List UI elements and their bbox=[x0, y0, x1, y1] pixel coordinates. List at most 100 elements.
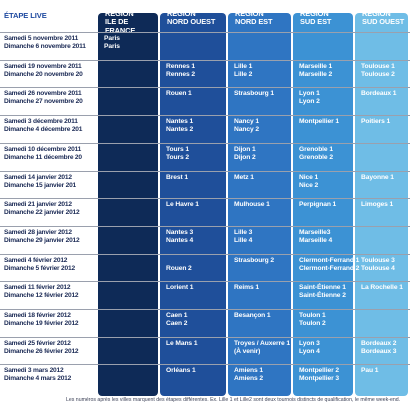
venue-line: Nancy 1 bbox=[234, 118, 259, 126]
region-header-line2: NORD EST bbox=[235, 17, 273, 27]
region-header-nord-est: RÉGION NORD EST bbox=[235, 9, 288, 34]
date-sunday: Dimanche 4 décembre 201 bbox=[4, 126, 83, 134]
venue-cell-nord-ouest: Rouen 1 bbox=[166, 90, 192, 106]
date-saturday: Samedi 3 mars 2012 bbox=[4, 367, 64, 375]
venue-line: Nancy 2 bbox=[234, 126, 259, 134]
footnote: Les numéros après les villes marquent de… bbox=[66, 397, 401, 403]
region-header-ile-de-france: RÉGION ILE DE FRANCE bbox=[105, 9, 155, 35]
venue-cell-nord-ouest: Tours 1 Tours 2 bbox=[166, 146, 189, 162]
venue-line bbox=[166, 375, 196, 383]
venue-cell-nord-est: Reims 1 bbox=[234, 284, 259, 300]
date-sunday: Dimanche 6 novembre 2011 bbox=[4, 43, 86, 50]
venue-line bbox=[361, 209, 393, 217]
venue-cell-sud-est: Saint-Étienne 1 Saint-Étienne 2 bbox=[299, 284, 346, 300]
venue-line: Lyon 4 bbox=[299, 347, 320, 355]
venue-line: Le Mans 1 bbox=[166, 339, 198, 347]
venue-line: Toulouse 4 bbox=[361, 264, 395, 272]
date-saturday: Samedi 5 novembre 2011 bbox=[4, 35, 79, 42]
venue-line bbox=[234, 182, 254, 190]
venue-cell-sud-est: Marseille3 Marseille 4 bbox=[299, 229, 332, 245]
venue-cell-sud-ouest: Bayonne 1 bbox=[361, 174, 394, 190]
venue-cell-sud-est: Toulon 1 Toulon 2 bbox=[299, 312, 326, 328]
venue-line bbox=[166, 98, 192, 106]
region-header-line2: SUD EST bbox=[300, 17, 332, 27]
date-saturday: Samedi 3 décembre 2011 bbox=[4, 118, 78, 126]
row-divider bbox=[0, 115, 410, 117]
row-divider bbox=[0, 281, 410, 283]
date-sunday: Dimanche 11 décembre 20 bbox=[4, 153, 82, 161]
date-cell: Samedi 3 décembre 2011 Dimanche 4 décembr… bbox=[4, 118, 100, 134]
region-header-line1: RÉGION bbox=[362, 9, 391, 18]
venue-line: Rennes 2 bbox=[166, 70, 195, 78]
date-saturday: Samedi 11 février 2012 bbox=[4, 284, 71, 292]
venue-line: Lille 4 bbox=[234, 236, 253, 244]
venue-line: Saint-Étienne 2 bbox=[299, 292, 346, 300]
venue-line: Nantes 2 bbox=[166, 126, 194, 134]
venue-line: Caen 2 bbox=[166, 320, 188, 327]
venue-line: Nice 2 bbox=[299, 181, 319, 189]
date-saturday: Samedi 19 novembre 2011 bbox=[4, 62, 82, 70]
venue-cell-nord-est: Lille 3 Lille 4 bbox=[234, 229, 252, 245]
date-sunday: Dimanche 4 mars 2012 bbox=[4, 375, 72, 383]
venue-cell-sud-ouest: Toulouse 1 Toulouse 2 bbox=[361, 63, 395, 79]
date-sunday: Dimanche 12 février 2012 bbox=[4, 292, 79, 300]
venue-line: Limoges 1 bbox=[361, 201, 394, 209]
region-header-line2: SUD OUEST bbox=[362, 17, 405, 27]
date-saturday: Samedi 25 février 2012 bbox=[4, 339, 71, 347]
venue-line bbox=[234, 98, 274, 106]
venue-line: Brest 1 bbox=[166, 173, 188, 181]
row-divider bbox=[0, 59, 410, 61]
venue-line: Montpellier 2 bbox=[299, 367, 339, 375]
date-cell: Samedi 4 février 2012 Dimanche 5 février … bbox=[4, 257, 100, 273]
venue-line: Marseille3 bbox=[299, 228, 331, 236]
venue-cell-nord-ouest: Orléans 1 bbox=[166, 367, 196, 383]
venue-line: Lille 2 bbox=[234, 70, 253, 78]
venue-cell-sud-est: Clermont-Ferrand 1 Clermont-Ferrand 2 bbox=[299, 257, 359, 273]
venue-line bbox=[361, 98, 396, 106]
date-cell: Samedi 19 novembre 2011 Dimanche 20 novem… bbox=[4, 63, 100, 79]
venue-line: Nantes 1 bbox=[166, 118, 194, 126]
row-divider bbox=[0, 225, 410, 227]
venue-cell-nord-ouest: Le Havre 1 bbox=[166, 201, 199, 217]
venue-cell-nord-ouest: Lorient 1 bbox=[166, 284, 193, 300]
venue-line bbox=[166, 257, 192, 265]
venue-line bbox=[361, 182, 394, 190]
venue-line: Toulouse 2 bbox=[361, 70, 395, 78]
venue-line bbox=[361, 292, 403, 300]
date-saturday: Samedi 26 novembre 2011 bbox=[4, 90, 82, 98]
venue-line: Lille 3 bbox=[234, 228, 253, 236]
venue-line: Marseille 4 bbox=[299, 236, 333, 244]
venue-line: Reims 1 bbox=[234, 284, 259, 292]
venue-line bbox=[361, 126, 390, 134]
row-divider bbox=[0, 87, 410, 89]
venue-line: Perpignan 1 bbox=[299, 201, 337, 209]
region-header-line1: RÉGION bbox=[167, 9, 196, 18]
venue-line: Lyon 3 bbox=[299, 339, 320, 347]
date-cell: Samedi 26 novembre 2011 Dimanche 27 novem… bbox=[4, 90, 100, 106]
venue-line: Toulon 2 bbox=[299, 320, 326, 327]
region-header-nord-ouest: RÉGION NORD OUEST bbox=[167, 9, 223, 34]
venue-cell-sud-est: Nice 1 Nice 2 bbox=[299, 174, 318, 190]
date-cell: Samedi 18 février 2012 Dimanche 19 févrie… bbox=[4, 312, 100, 328]
date-saturday: Samedi 14 janvier 2012 bbox=[4, 173, 72, 181]
venue-line: Clermont-Ferrand 1 bbox=[299, 256, 360, 264]
venue-cell-sud-est: Grenoble 1 Grenoble 2 bbox=[299, 146, 333, 162]
venue-cell-sud-ouest: Poitiers 1 bbox=[361, 118, 390, 134]
venue-line: Lorient 1 bbox=[166, 284, 194, 292]
date-saturday: Samedi 4 février 2012 bbox=[4, 256, 68, 264]
venue-cell-nord-est: Mulhouse 1 bbox=[234, 201, 270, 217]
venue-cell-nord-ouest: Le Mans 1 bbox=[166, 339, 198, 356]
venue-line: Strasbourg 1 bbox=[234, 90, 275, 98]
venue-cell-sud-est: Lyon 3 Lyon 4 bbox=[299, 340, 320, 356]
venue-line bbox=[166, 182, 188, 190]
venue-cell-sud-est: Marseille 1 Marseille 2 bbox=[299, 63, 332, 79]
venue-cell-nord-ouest: Nantes 1 Nantes 2 bbox=[166, 118, 193, 134]
venue-cell-sud-est: Perpignan 1 bbox=[299, 201, 336, 217]
column-bg-sud-ouest bbox=[355, 13, 408, 396]
venue-line: Clermont-Ferrand 2 bbox=[299, 264, 360, 272]
date-cell: Samedi 3 mars 2012 Dimanche 4 mars 2012 bbox=[4, 367, 100, 383]
region-header-line2: ILE DE FRANCE bbox=[105, 17, 136, 35]
venue-line bbox=[166, 209, 199, 217]
venue-line: Pau 1 bbox=[361, 367, 379, 375]
